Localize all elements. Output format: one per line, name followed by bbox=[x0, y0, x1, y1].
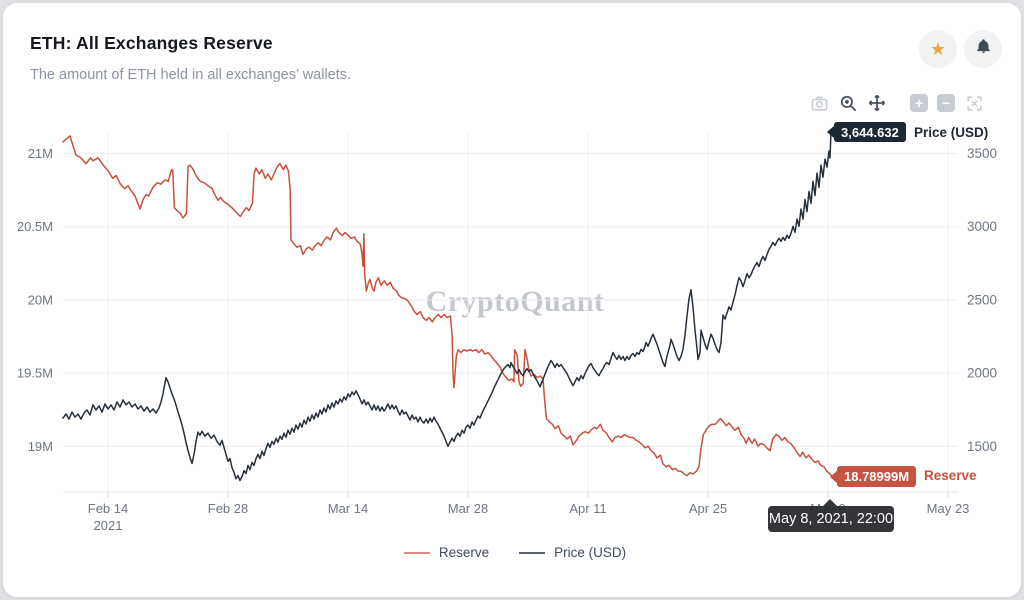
zoom-minus-button[interactable]: − bbox=[937, 94, 955, 112]
star-icon: ★ bbox=[929, 39, 947, 59]
tooltip-date-text: May 8, 2021, 22:00 bbox=[768, 511, 894, 527]
page-title: ETH: All Exchanges Reserve bbox=[30, 33, 273, 53]
y-axis-label-left: 20M bbox=[28, 292, 53, 307]
legend-item-price[interactable]: Price (USD) bbox=[519, 545, 626, 560]
x-axis-label: May 23 bbox=[927, 501, 970, 516]
reserve-swatch-icon bbox=[403, 551, 430, 554]
tooltip-arrow-up-icon bbox=[823, 499, 837, 506]
price-last-value: 3,644.632 bbox=[841, 124, 899, 140]
y-axis-label-left: 19M bbox=[28, 439, 53, 454]
reserve-value-badge: 18.78999M bbox=[830, 466, 917, 487]
chart-toolbar: + − bbox=[809, 93, 984, 113]
badge-arrow-left-icon bbox=[827, 125, 835, 139]
pan-icon[interactable] bbox=[867, 93, 887, 113]
y-axis-label-left: 21M bbox=[28, 146, 53, 161]
y-axis-label-right: 3000 bbox=[967, 219, 997, 234]
x-axis-label: Mar 14 bbox=[328, 501, 368, 516]
price-swatch-icon bbox=[519, 551, 546, 554]
x-axis-label: Mar 28 bbox=[448, 501, 488, 516]
legend-label: Reserve bbox=[438, 545, 490, 560]
y-axis-label-left: 20.5M bbox=[17, 219, 53, 234]
y-axis-label-right: 1500 bbox=[967, 439, 997, 454]
screenshot-camera-icon[interactable] bbox=[809, 93, 829, 113]
x-axis-sublabel: 2021 bbox=[94, 518, 123, 533]
legend-label: Price (USD) bbox=[554, 545, 627, 560]
reserve-last-value: 18.78999M bbox=[844, 469, 910, 484]
y-axis-label-right: 2000 bbox=[967, 366, 997, 381]
x-axis-label: Feb 28 bbox=[208, 501, 248, 516]
favorite-button[interactable]: ★ bbox=[919, 30, 957, 68]
price-series-label: Price (USD) bbox=[914, 125, 989, 140]
page-subtitle: The amount of ETH held in all exchanges’… bbox=[30, 67, 352, 83]
date-tooltip: May 8, 2021, 22:00 bbox=[768, 499, 894, 532]
reserve-series-label: Reserve bbox=[924, 468, 977, 483]
price-value-badge: 3,644.632 bbox=[827, 122, 906, 142]
cryptoquant-watermark: CryptoQuant bbox=[425, 285, 605, 318]
x-axis-label: Feb 14 bbox=[88, 501, 128, 516]
fullscreen-icon[interactable] bbox=[964, 93, 984, 113]
bell-icon bbox=[975, 38, 992, 60]
x-axis-label: Apr 11 bbox=[569, 501, 606, 516]
y-axis-label-right: 2500 bbox=[967, 292, 997, 307]
chart-legend: Reserve Price (USD) bbox=[3, 545, 1024, 560]
zoom-plus-button[interactable]: + bbox=[910, 94, 928, 112]
y-axis-label-right: 3500 bbox=[967, 146, 997, 161]
y-axis-label-left: 19.5M bbox=[17, 366, 53, 381]
badge-arrow-left-icon bbox=[830, 469, 838, 484]
zoom-in-icon[interactable] bbox=[838, 93, 858, 113]
chart-card: ETH: All Exchanges Reserve The amount of… bbox=[3, 3, 1021, 597]
x-axis-label: Apr 25 bbox=[689, 501, 727, 516]
alert-button[interactable] bbox=[964, 30, 1002, 68]
legend-item-reserve[interactable]: Reserve bbox=[403, 545, 490, 560]
